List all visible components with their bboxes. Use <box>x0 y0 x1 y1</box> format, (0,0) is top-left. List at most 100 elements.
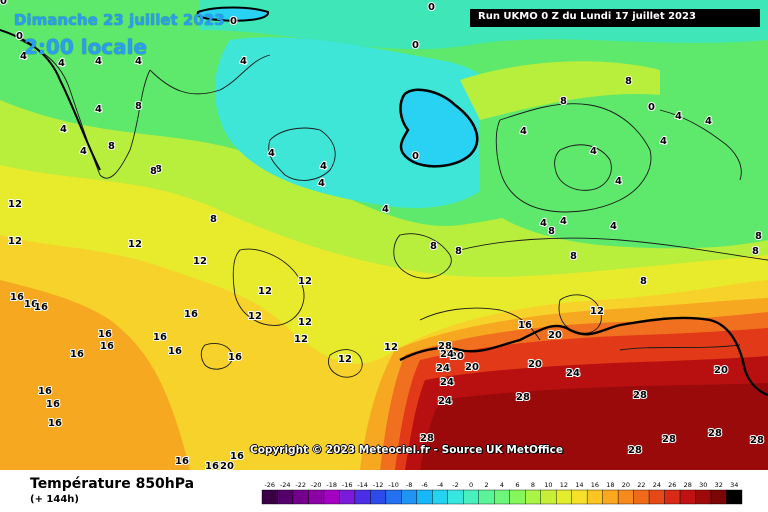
cold-cap-north <box>196 6 269 22</box>
contour-label: 16 <box>184 309 198 320</box>
legend-swatch <box>416 489 433 505</box>
legend-swatch <box>339 489 356 505</box>
legend-swatch <box>463 489 479 505</box>
contour-label: 8 <box>640 276 647 287</box>
legend-swatch <box>509 489 526 505</box>
legend-tick-label: 4 <box>500 481 504 489</box>
contour-label: 4 <box>382 204 389 215</box>
legend-tick-label: -2 <box>452 481 458 489</box>
contour-label: 0 <box>230 16 237 27</box>
contour-label: 16 <box>46 399 60 410</box>
legend-swatch <box>726 489 743 505</box>
contour-label: 12 <box>590 306 604 317</box>
legend-swatch <box>308 489 325 505</box>
contour-label: 20 <box>465 362 479 373</box>
thick-contour-atlantic <box>0 29 101 171</box>
contour-label: 4 <box>95 104 102 115</box>
legend-tick-label: -6 <box>421 481 427 489</box>
contour-label: 20 <box>714 365 728 376</box>
contour-label: 8 <box>210 214 217 225</box>
legend-tick-label: 12 <box>560 481 568 489</box>
contour-label: 16 <box>100 341 114 352</box>
legend-tick-label: 22 <box>637 481 645 489</box>
legend-tick-label: 6 <box>515 481 519 489</box>
contour-label: 12 <box>298 317 312 328</box>
contour-label: 12 <box>338 354 352 365</box>
contour-label: 8 <box>752 246 759 257</box>
contour-label: 24 <box>566 368 580 379</box>
copyright-label: Copyright © 2023 Meteociel.fr - Source U… <box>250 444 563 456</box>
contour-label: 4 <box>675 111 682 122</box>
legend-tick-label: -20 <box>311 481 322 489</box>
legend-tick-label: 16 <box>591 481 599 489</box>
legend-tick-label: -16 <box>342 481 353 489</box>
legend-swatch <box>385 489 402 505</box>
contour-label: 28 <box>420 433 434 444</box>
legend-tick-label: -24 <box>280 481 291 489</box>
legend-swatch <box>292 489 309 505</box>
contour-label: 16 <box>205 461 219 470</box>
coastlines <box>19 39 768 378</box>
contour-label: 28 <box>633 390 647 401</box>
legend-swatch <box>586 489 603 505</box>
legend-swatch <box>447 489 464 505</box>
valid-time-title: 2:00 locale <box>24 35 148 59</box>
legend-swatch <box>617 489 634 505</box>
contour-label: 20 <box>528 359 542 370</box>
contour-label: 8 <box>755 231 762 242</box>
temperature-legend: -26 -24 -22 -20 -18 -16 -14 -12 -10 -8 -6 -4 -2 0 2 4 6 8… <box>261 481 743 505</box>
contour-label: 16 <box>70 349 84 360</box>
legend-swatch <box>648 489 665 505</box>
run-info-label: Run UKMO 0 Z du Lundi 17 juillet 2023 <box>478 11 696 22</box>
contour-label: 28 <box>662 434 676 445</box>
contour-label: 8 <box>548 226 555 237</box>
contour-label: 4 <box>135 56 142 67</box>
contour-label: 16 <box>10 292 24 303</box>
legend-swatch <box>710 489 727 505</box>
legend-tick-label: 32 <box>715 481 723 489</box>
contour-label: 12 <box>193 256 207 267</box>
lead-time-label: (+ 144h) <box>30 494 79 505</box>
legend-tick-label: 18 <box>606 481 614 489</box>
contour-label: 4 <box>320 161 327 172</box>
contour-label: 16 <box>48 418 62 429</box>
contour-label: 0 <box>428 2 435 13</box>
contour-label: 4 <box>590 146 597 157</box>
legend-swatch <box>401 489 418 505</box>
contour-label: 4 <box>610 221 617 232</box>
contour-label: 20 <box>548 330 562 341</box>
legend-swatch <box>478 489 495 505</box>
contour-label: 16 <box>38 386 52 397</box>
contour-label: 24 <box>436 363 450 374</box>
contour-label: 24 <box>438 396 452 407</box>
legend-tick-label: 14 <box>575 481 583 489</box>
contour-label: 12 <box>298 276 312 287</box>
contour-label: 4 <box>20 51 27 62</box>
valid-date-title: Dimanche 23 juillet 2023 <box>14 11 225 29</box>
legend-tick-label: 8 <box>531 481 535 489</box>
contour-label: 12 <box>258 286 272 297</box>
contour-label: 8 <box>150 166 157 177</box>
contour-label: 8 <box>430 241 437 252</box>
contour-label: 4 <box>58 58 65 69</box>
contour-label: 12 <box>384 342 398 353</box>
contour-label: 16 <box>228 352 242 363</box>
contour-label: 0 <box>0 0 7 7</box>
contour-label: 16 <box>98 329 112 340</box>
contour-label: 28 <box>516 392 530 403</box>
legend-swatch <box>354 489 371 505</box>
contour-label: 16 <box>168 346 182 357</box>
contour-label: 20 <box>220 461 234 470</box>
legend-tick-label: 10 <box>544 481 552 489</box>
contour-label: 16 <box>34 302 48 313</box>
legend-tick-label: -8 <box>406 481 412 489</box>
contour-label: 12 <box>294 334 308 345</box>
contour-label: 0 <box>412 40 419 51</box>
contour-label: 8 <box>570 251 577 262</box>
legend-tick-label: 30 <box>699 481 707 489</box>
contour-label: 0 <box>16 31 23 42</box>
contour-label: 4 <box>318 178 325 189</box>
legend-swatch <box>679 489 696 505</box>
contour-label: 28 <box>750 435 764 446</box>
